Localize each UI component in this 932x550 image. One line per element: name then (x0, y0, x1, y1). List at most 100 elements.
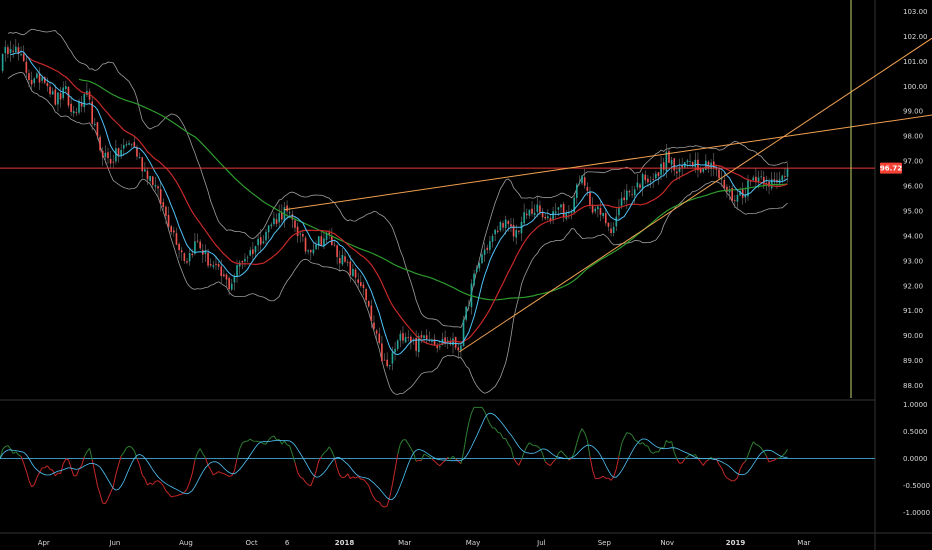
candle-body (654, 173, 657, 179)
oscillator-segment (428, 456, 433, 460)
oscillator-segment (231, 470, 235, 476)
candle-body (173, 230, 175, 233)
oscillator-segment (320, 452, 325, 458)
candle-body (628, 191, 631, 193)
candle-body (760, 176, 762, 178)
oscillator-segment (589, 456, 594, 471)
candle-body (665, 151, 668, 172)
candle-body (262, 241, 265, 244)
oscillator-segment (584, 432, 588, 441)
candle-body (784, 176, 786, 178)
candle-body (365, 288, 367, 301)
oscillator-segment (407, 443, 412, 449)
candle-body (528, 209, 531, 216)
oscillator-segment (510, 447, 515, 459)
candle-body (41, 77, 43, 81)
candle-body (344, 256, 346, 262)
candle-body (604, 213, 607, 224)
candle-body (286, 205, 288, 212)
oscillator-segment (758, 445, 762, 449)
oscillator-segment (765, 455, 770, 463)
oscillator-segment (558, 450, 562, 454)
oscillator-segment (247, 438, 251, 442)
oscillator-segment (171, 495, 174, 498)
candle-body (597, 206, 599, 210)
candle-body (731, 188, 734, 201)
candle-body (362, 284, 365, 289)
candle-body (647, 178, 649, 183)
time-axis: Apr Jun Aug Oct 6 2018 Mar May Jul Sep Nov 2019 Mar (38, 539, 811, 547)
candle-body (157, 186, 159, 189)
bollinger-lower (7, 71, 788, 395)
candle-body (618, 206, 620, 216)
candle-body (410, 336, 412, 343)
price-tick-label: 99.00 (903, 108, 923, 116)
oscillator-segment (499, 432, 504, 439)
oscillator-segment (5, 445, 9, 448)
oscillator-segment (81, 456, 85, 466)
candle-body (338, 258, 341, 264)
oscillator-segment (221, 472, 225, 475)
candle-body (502, 223, 504, 228)
candle-body (473, 273, 475, 286)
oscillator-segment (197, 448, 201, 453)
candle-body (657, 172, 660, 177)
oscillator-segment (550, 461, 554, 466)
candle-body (375, 330, 378, 334)
candle-body (360, 282, 362, 286)
candle-body (96, 122, 99, 137)
oscillator-segment (157, 480, 161, 484)
oscillator-segment (54, 472, 59, 477)
oscillator-segment (28, 480, 33, 487)
sma-mid-line (25, 55, 788, 347)
oscillator-segment (450, 455, 454, 460)
oscillator-segment (568, 457, 572, 461)
candle-body (560, 204, 562, 208)
oscillator-segment (370, 492, 375, 499)
oscillator-segment (486, 418, 491, 425)
candle-body (639, 184, 641, 188)
candle-body (270, 224, 273, 227)
oscillator-segment (96, 485, 101, 495)
candle-body (72, 111, 75, 114)
candle-body (244, 258, 246, 262)
candle-body (22, 53, 25, 62)
candle-body (633, 189, 636, 196)
candle-body (689, 161, 691, 162)
candle-body (91, 101, 93, 124)
candle-body (144, 169, 146, 172)
candle-body (415, 337, 417, 351)
oscillator-segment (186, 481, 191, 490)
candle-body (536, 204, 539, 212)
candle-body (486, 247, 489, 250)
candle-body (512, 225, 515, 237)
oscillator-segment (310, 478, 314, 487)
oscillator-segment (652, 451, 657, 454)
oscillator-segment (147, 482, 151, 486)
oscillator-segment (89, 448, 93, 460)
candle-body (515, 230, 518, 238)
oscillator-segment (271, 435, 275, 438)
candle-body (133, 142, 136, 147)
candle-body (175, 233, 178, 245)
oscillator-segment (542, 453, 546, 462)
oscillator-segment (384, 505, 388, 508)
candle-body (741, 189, 744, 198)
candle-body (233, 276, 236, 283)
chart-layers (0, 0, 932, 508)
bollinger-upper (7, 28, 788, 328)
oscillator-segment (183, 488, 188, 493)
candle-body (444, 337, 446, 344)
candle-body (14, 46, 17, 52)
oscillator-segment (529, 442, 533, 446)
oscillator-segment (747, 447, 752, 456)
time-tick-label: Jul (536, 539, 546, 547)
oscillator-segment (141, 474, 146, 479)
candle-body (404, 336, 407, 343)
oscillator-segment (57, 472, 61, 475)
candle-body (120, 149, 122, 156)
oscillator-tick-label: 1.0000 (903, 401, 928, 409)
oscillator-segment (721, 467, 725, 475)
oscillator-segment (123, 447, 127, 453)
